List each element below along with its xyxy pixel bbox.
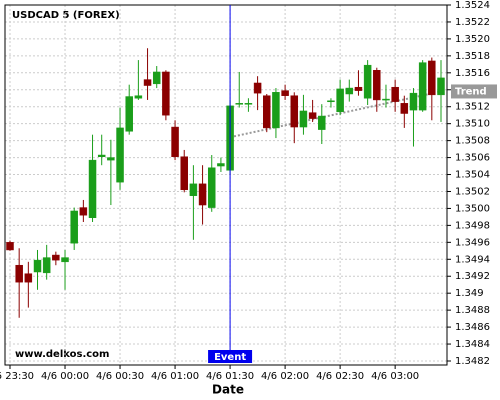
x-tick-label: 4/6 03:00 bbox=[371, 371, 419, 382]
candle-body bbox=[382, 98, 390, 101]
trend-label-box bbox=[451, 84, 497, 99]
candle-body bbox=[61, 257, 69, 263]
chart-title: USDCAD 5 (FOREX) bbox=[12, 10, 120, 21]
y-tick-label: 1.3516 bbox=[455, 68, 490, 79]
trend-label: Trend bbox=[455, 86, 487, 97]
candle-body bbox=[400, 103, 409, 114]
candle-body bbox=[418, 62, 427, 111]
candle-body bbox=[88, 159, 97, 219]
candle-body bbox=[143, 79, 152, 86]
candle-body bbox=[272, 92, 280, 129]
y-tick-label: 1.3496 bbox=[455, 237, 490, 248]
y-tick-label: 1.3508 bbox=[455, 136, 490, 147]
y-tick-label: 1.349 bbox=[455, 288, 484, 299]
candle-body bbox=[79, 207, 88, 216]
y-tick-label: 1.3484 bbox=[455, 339, 490, 350]
candle-body bbox=[363, 64, 372, 99]
y-tick-label: 1.3524 bbox=[455, 0, 490, 11]
watermark: www.delkos.com bbox=[15, 349, 109, 360]
x-tick-label: 4/6 00:30 bbox=[96, 371, 144, 382]
candle-body bbox=[171, 126, 179, 157]
y-tick-label: 1.3510 bbox=[455, 119, 490, 130]
candle-body bbox=[152, 71, 161, 85]
candle-body bbox=[125, 96, 133, 132]
y-tick-label: 1.3500 bbox=[455, 203, 490, 214]
event-label-box bbox=[208, 350, 253, 363]
candle-body bbox=[281, 90, 289, 96]
x-tick-label: 4/6 00:00 bbox=[41, 371, 89, 382]
x-tick-label: 4/6 01:30 bbox=[206, 371, 254, 382]
y-tick-label: 1.3520 bbox=[455, 34, 490, 45]
y-tick-label: 1.3512 bbox=[455, 102, 490, 113]
x-tick-label: 4/6 23:30 bbox=[0, 371, 34, 382]
y-tick-label: 1.3522 bbox=[455, 17, 490, 28]
candle-body bbox=[33, 259, 42, 273]
y-tick-label: 1.3486 bbox=[455, 322, 490, 333]
candle-body bbox=[235, 103, 243, 105]
y-tick-label: 1.3492 bbox=[455, 271, 490, 282]
candle-body bbox=[345, 87, 354, 95]
plot-frame bbox=[4, 4, 448, 366]
candle-body bbox=[97, 154, 106, 157]
candle-body bbox=[428, 60, 436, 96]
candle-body bbox=[198, 183, 207, 206]
candle-body bbox=[24, 273, 33, 283]
y-tick-label: 1.3518 bbox=[455, 51, 490, 62]
candle-body bbox=[327, 100, 335, 103]
candle-body bbox=[336, 88, 344, 113]
y-tick-label: 1.3494 bbox=[455, 254, 490, 265]
candle-body bbox=[70, 210, 78, 244]
candle-body bbox=[15, 264, 23, 283]
candle-body bbox=[253, 82, 262, 94]
y-tick-label: 1.3488 bbox=[455, 305, 490, 316]
candle-body bbox=[244, 103, 253, 105]
candle-body bbox=[134, 95, 143, 99]
candle-body bbox=[263, 95, 271, 129]
y-tick-label: 1.3482 bbox=[455, 356, 490, 367]
x-tick-label: 4/6 01:00 bbox=[151, 371, 199, 382]
y-tick-label: 1.3506 bbox=[455, 153, 490, 164]
candle-body bbox=[437, 77, 445, 96]
x-tick-label: 4/6 02:00 bbox=[261, 371, 309, 382]
x-axis-label: Date bbox=[212, 383, 244, 397]
candle-body bbox=[318, 115, 326, 130]
candle-body bbox=[354, 86, 363, 91]
candle-body bbox=[373, 70, 381, 101]
candle-body bbox=[180, 156, 188, 191]
y-tick-label: 1.3502 bbox=[455, 186, 490, 197]
y-tick-label: 1.3504 bbox=[455, 170, 490, 181]
candle-body bbox=[189, 183, 198, 196]
candle-body bbox=[290, 95, 299, 128]
candle-body bbox=[42, 257, 51, 274]
candle-body bbox=[116, 127, 124, 183]
candle-body bbox=[207, 167, 216, 208]
candle-body bbox=[107, 157, 115, 161]
candle-body bbox=[52, 254, 60, 261]
candle-body bbox=[308, 112, 317, 119]
candle-body bbox=[409, 92, 418, 111]
plot-area bbox=[5, 5, 447, 365]
candle-body bbox=[391, 86, 399, 102]
candle-body bbox=[162, 71, 170, 116]
candle-body bbox=[299, 110, 308, 128]
y-tick-label: 1.3498 bbox=[455, 220, 490, 231]
candle-body bbox=[6, 242, 14, 251]
x-tick-label: 4/6 02:30 bbox=[316, 371, 364, 382]
candle-body bbox=[217, 163, 225, 167]
event-label: Event bbox=[214, 352, 246, 363]
